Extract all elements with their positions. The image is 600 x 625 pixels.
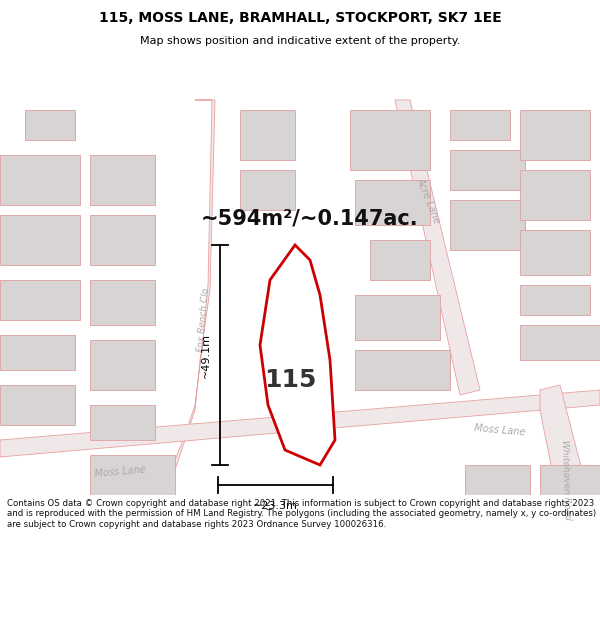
Polygon shape bbox=[450, 110, 510, 140]
Polygon shape bbox=[0, 390, 600, 457]
Text: 115: 115 bbox=[264, 368, 316, 392]
Polygon shape bbox=[465, 510, 530, 550]
Text: Map shows position and indicative extent of the property.: Map shows position and indicative extent… bbox=[140, 36, 460, 46]
Text: Whitehaven Road: Whitehaven Road bbox=[560, 440, 572, 520]
Polygon shape bbox=[90, 280, 155, 325]
Text: ~594m²/~0.147ac.: ~594m²/~0.147ac. bbox=[201, 208, 419, 228]
Text: Fox Bench Clo: Fox Bench Clo bbox=[196, 288, 210, 352]
Text: 115, MOSS LANE, BRAMHALL, STOCKPORT, SK7 1EE: 115, MOSS LANE, BRAMHALL, STOCKPORT, SK7… bbox=[98, 11, 502, 25]
Polygon shape bbox=[520, 325, 600, 360]
Polygon shape bbox=[0, 385, 75, 425]
Polygon shape bbox=[0, 280, 80, 320]
Polygon shape bbox=[540, 560, 600, 595]
Polygon shape bbox=[355, 550, 450, 590]
Polygon shape bbox=[0, 335, 75, 370]
Polygon shape bbox=[90, 590, 160, 625]
Polygon shape bbox=[450, 200, 525, 250]
Polygon shape bbox=[450, 150, 525, 190]
Polygon shape bbox=[90, 455, 175, 495]
Text: Acre Lane: Acre Lane bbox=[414, 176, 442, 224]
Polygon shape bbox=[520, 285, 590, 315]
Polygon shape bbox=[0, 155, 80, 205]
Polygon shape bbox=[90, 550, 160, 585]
Polygon shape bbox=[395, 100, 480, 395]
Text: Moss Lane: Moss Lane bbox=[474, 422, 526, 437]
Polygon shape bbox=[355, 180, 430, 225]
Polygon shape bbox=[90, 215, 155, 265]
Polygon shape bbox=[0, 215, 80, 265]
Polygon shape bbox=[355, 505, 440, 545]
Polygon shape bbox=[90, 340, 155, 390]
Polygon shape bbox=[90, 155, 155, 205]
Polygon shape bbox=[355, 295, 440, 340]
Polygon shape bbox=[540, 510, 600, 550]
Polygon shape bbox=[520, 230, 590, 275]
Polygon shape bbox=[240, 170, 295, 210]
Polygon shape bbox=[350, 110, 430, 170]
Polygon shape bbox=[0, 550, 70, 585]
Polygon shape bbox=[175, 510, 230, 545]
Polygon shape bbox=[465, 465, 530, 500]
Polygon shape bbox=[240, 110, 295, 160]
Polygon shape bbox=[355, 350, 450, 390]
Text: ~49.1m: ~49.1m bbox=[201, 332, 211, 378]
Text: Contains OS data © Crown copyright and database right 2021. This information is : Contains OS data © Crown copyright and d… bbox=[7, 499, 596, 529]
Polygon shape bbox=[245, 550, 340, 595]
Polygon shape bbox=[370, 240, 430, 280]
Polygon shape bbox=[540, 465, 600, 500]
Polygon shape bbox=[520, 110, 590, 160]
Polygon shape bbox=[245, 505, 340, 545]
Polygon shape bbox=[90, 405, 155, 440]
Polygon shape bbox=[540, 385, 600, 560]
Polygon shape bbox=[175, 550, 230, 590]
Polygon shape bbox=[520, 170, 590, 220]
Polygon shape bbox=[0, 505, 70, 545]
Text: Moss Lane: Moss Lane bbox=[94, 465, 146, 479]
Text: ~23.3m: ~23.3m bbox=[253, 501, 298, 511]
Polygon shape bbox=[260, 245, 335, 465]
Polygon shape bbox=[0, 100, 215, 560]
Polygon shape bbox=[25, 110, 75, 140]
Polygon shape bbox=[90, 505, 165, 540]
